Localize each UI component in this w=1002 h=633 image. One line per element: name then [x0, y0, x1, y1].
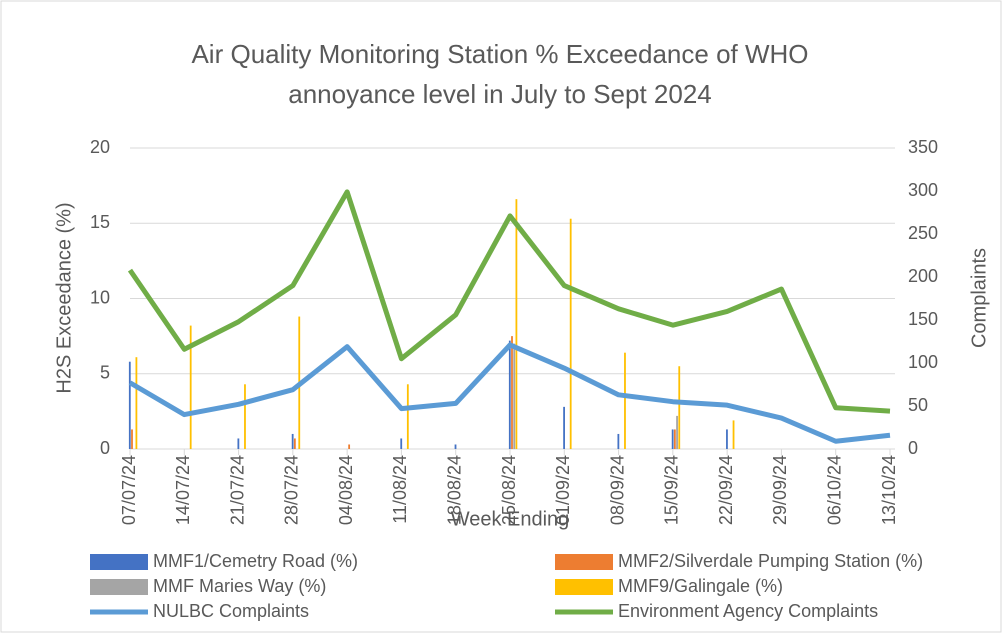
bar [624, 352, 626, 449]
bar [671, 429, 674, 449]
line [128, 342, 891, 444]
bar [569, 218, 572, 449]
legend-swatch [90, 579, 148, 595]
legend-swatch [555, 554, 613, 570]
bar [244, 384, 246, 449]
legend-label: MMF1/Cemetry Road (%) [153, 551, 358, 571]
y-tick-label: 10 [90, 287, 110, 307]
y2-axis-title: Complaints [968, 248, 990, 348]
chart-title: Air Quality Monitoring Station % Exceeda… [191, 39, 809, 109]
x-tick-label: 15/09/24 [662, 455, 682, 525]
y2-tick-label: 200 [908, 266, 938, 286]
legend-label: MMF9/Galingale (%) [618, 576, 783, 596]
y2-tick-label: 350 [908, 137, 938, 157]
x-tick-label: 18/08/24 [444, 455, 464, 525]
y-tick-label: 15 [90, 212, 110, 232]
x-tick-label: 01/09/24 [553, 455, 573, 525]
bar [189, 325, 192, 449]
y-tick-label: 0 [100, 438, 110, 458]
bar [348, 444, 351, 449]
y-axis-title: H2S Exceedance (%) [53, 202, 75, 393]
bar [131, 429, 133, 449]
x-tick-label: 28/07/24 [282, 455, 302, 525]
y2-tick-label: 250 [908, 223, 938, 243]
bar [726, 429, 728, 449]
bar [511, 336, 513, 449]
bar [237, 438, 240, 449]
x-tick-label: 08/09/24 [607, 455, 627, 525]
x-tick-label: 21/07/24 [227, 455, 247, 525]
y2-tick-label: 0 [908, 438, 918, 458]
bar [563, 406, 565, 449]
x-axis-title: Week Ending [451, 508, 570, 530]
bar [508, 340, 511, 449]
line [127, 189, 891, 414]
x-tick-label: 06/10/24 [824, 455, 844, 525]
y2-tick-label: 300 [908, 180, 938, 200]
x-tick-label: 22/09/24 [716, 455, 736, 525]
legend-label: MMF Maries Way (%) [153, 576, 326, 596]
bar [454, 444, 457, 449]
y2-tick-label: 100 [908, 352, 938, 372]
bar [673, 429, 676, 449]
bar [513, 343, 516, 449]
y-tick-label: 20 [90, 137, 110, 157]
bar [676, 415, 678, 449]
bar [406, 384, 409, 449]
legend-label: Environment Agency Complaints [618, 601, 878, 621]
legend-swatch [90, 554, 148, 570]
legend-swatch [555, 579, 613, 595]
bar [400, 438, 403, 449]
x-tick-label: 25/08/24 [499, 455, 519, 525]
legend-label: NULBC Complaints [153, 601, 309, 621]
legend-label: MMF2/Silverdale Pumping Station (%) [618, 551, 923, 571]
x-tick-label: 13/10/24 [879, 455, 899, 525]
x-tick-label: 07/07/24 [119, 455, 139, 525]
bar [128, 361, 131, 449]
x-tick-label: 29/09/24 [770, 455, 790, 525]
y2-tick-label: 150 [908, 309, 938, 329]
bar [515, 199, 518, 449]
bar [678, 366, 681, 449]
x-tick-label: 11/08/24 [390, 455, 410, 524]
y-tick-label: 5 [100, 363, 110, 383]
x-tick-label: 04/08/24 [336, 455, 356, 525]
bar [291, 433, 294, 449]
bar [617, 433, 620, 449]
y2-tick-label: 50 [908, 395, 928, 415]
bar [293, 438, 296, 449]
bar [732, 420, 735, 449]
x-tick-label: 14/07/24 [173, 455, 193, 525]
bar [135, 357, 138, 449]
